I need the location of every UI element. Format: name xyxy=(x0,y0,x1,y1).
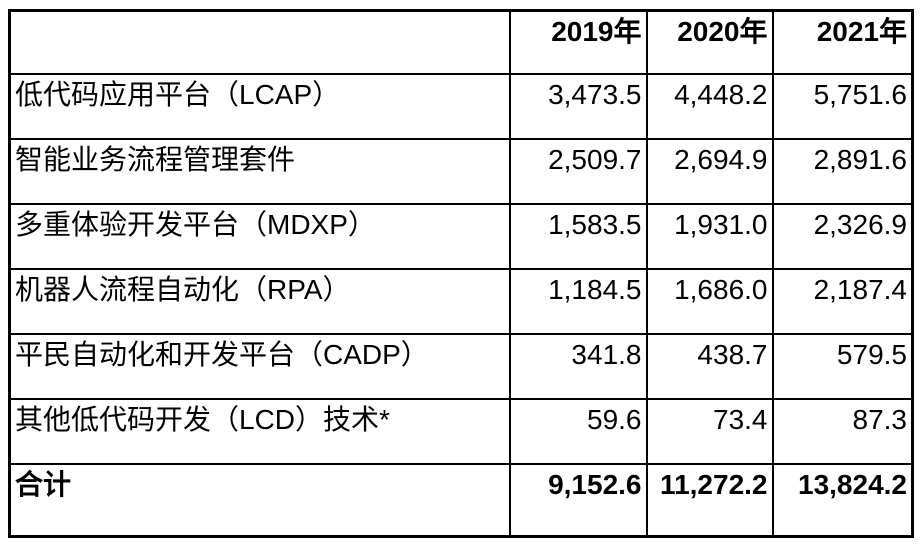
year-header-2021: 2021年 xyxy=(771,9,914,75)
corner-cell xyxy=(8,9,511,75)
market-size-table: 2019年 2020年 2021年 低代码应用平台（LCAP） 3,473.5 … xyxy=(8,9,914,538)
table-row: 多重体验开发平台（MDXP） 1,583.5 1,931.0 2,326.9 xyxy=(8,203,914,270)
row-label-cell: 智能业务流程管理套件 xyxy=(8,138,511,205)
value-cell: 4,448.2 xyxy=(645,73,774,140)
row-label-cell: 其他低代码开发（LCD）技术* xyxy=(8,398,511,465)
table-row: 平民自动化和开发平台（CADP） 341.8 438.7 579.5 xyxy=(8,333,914,400)
value-cell: 579.5 xyxy=(771,333,914,400)
row-label-cell: 多重体验开发平台（MDXP） xyxy=(8,203,511,270)
value-cell: 2,326.9 xyxy=(771,203,914,270)
table-header-row: 2019年 2020年 2021年 xyxy=(8,9,914,75)
value-cell: 1,583.5 xyxy=(508,203,648,270)
value-cell: 1,686.0 xyxy=(645,268,774,335)
table-row: 机器人流程自动化（RPA） 1,184.5 1,686.0 2,187.4 xyxy=(8,268,914,335)
value-cell: 2,694.9 xyxy=(645,138,774,205)
year-header-2019: 2019年 xyxy=(508,9,648,75)
value-cell: 5,751.6 xyxy=(771,73,914,140)
table-row: 智能业务流程管理套件 2,509.7 2,694.9 2,891.6 xyxy=(8,138,914,205)
row-label-cell: 低代码应用平台（LCAP） xyxy=(8,73,511,140)
total-value-cell: 9,152.6 xyxy=(508,463,648,538)
value-cell: 438.7 xyxy=(645,333,774,400)
value-cell: 59.6 xyxy=(508,398,648,465)
total-value-cell: 11,272.2 xyxy=(645,463,774,538)
value-cell: 1,931.0 xyxy=(645,203,774,270)
total-row: 合计 9,152.6 11,272.2 13,824.2 xyxy=(8,463,914,538)
value-cell: 87.3 xyxy=(771,398,914,465)
value-cell: 1,184.5 xyxy=(508,268,648,335)
table-row: 低代码应用平台（LCAP） 3,473.5 4,448.2 5,751.6 xyxy=(8,73,914,140)
value-cell: 3,473.5 xyxy=(508,73,648,140)
value-cell: 2,187.4 xyxy=(771,268,914,335)
value-cell: 73.4 xyxy=(645,398,774,465)
value-cell: 2,891.6 xyxy=(771,138,914,205)
value-cell: 2,509.7 xyxy=(508,138,648,205)
year-header-2020: 2020年 xyxy=(645,9,774,75)
row-label-cell: 平民自动化和开发平台（CADP） xyxy=(8,333,511,400)
total-label-cell: 合计 xyxy=(8,463,511,538)
value-cell: 341.8 xyxy=(508,333,648,400)
row-label-cell: 机器人流程自动化（RPA） xyxy=(8,268,511,335)
table-row: 其他低代码开发（LCD）技术* 59.6 73.4 87.3 xyxy=(8,398,914,465)
total-value-cell: 13,824.2 xyxy=(771,463,914,538)
